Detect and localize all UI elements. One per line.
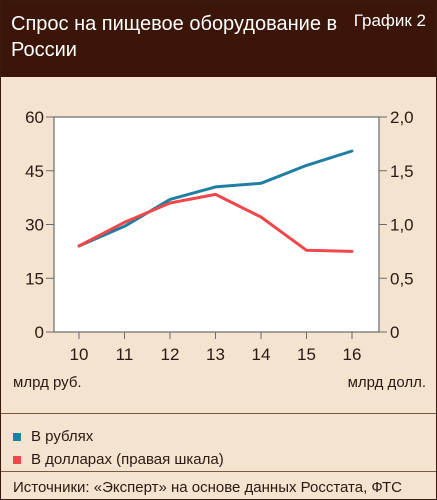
x-tick-label: 14: [252, 345, 271, 364]
legend-swatch-dollars: [13, 455, 21, 464]
right-tick-label: 0: [390, 323, 399, 342]
x-tick-label: 13: [206, 345, 225, 364]
source-text: Источники: «Эксперт» на основе данных Ро…: [13, 479, 402, 496]
right-tick-label: 1,5: [390, 162, 414, 181]
right-tick-label: 0,5: [390, 269, 414, 288]
legend-item-dollars: В долларах (правая шкала): [13, 451, 224, 468]
left-tick-label: 45: [25, 162, 44, 181]
dollars-series-line: [77, 192, 354, 253]
left-axis-unit: млрд руб.: [13, 374, 82, 391]
x-tick-label: 11: [116, 345, 134, 364]
plot-area: 0 15 30 45 60 0 0,5 1,0 1,5 2,0 10 11 12 13 14 15 16: [1, 77, 436, 412]
legend-item-rubles: В рублях: [13, 428, 93, 445]
right-tick-label: 2,0: [390, 108, 414, 127]
chart-number: График 2: [353, 11, 426, 30]
line-chart: 0 15 30 45 60 0 0,5 1,0 1,5 2,0 10 11 12 13 14 15 16: [25, 108, 414, 364]
x-tick-label: 16: [343, 345, 362, 364]
left-tick-label: 0: [35, 323, 44, 342]
legend-label-rubles: В рублях: [31, 428, 94, 445]
plot-frame: [53, 116, 380, 333]
rubles-series-line: [77, 149, 354, 248]
x-tick-label: 10: [70, 345, 89, 364]
right-tick-label: 1,0: [390, 216, 414, 235]
legend: В рублях В долларах (правая шкала): [1, 413, 436, 472]
chart-header: Спрос на пищевое оборудование в России Г…: [1, 1, 436, 77]
x-tick-label: 15: [297, 345, 316, 364]
left-tick-label: 30: [25, 216, 44, 235]
chart-title: Спрос на пищевое оборудование в России: [11, 13, 338, 61]
legend-swatch-rubles: [13, 432, 21, 441]
x-tick-label: 12: [161, 345, 180, 364]
left-tick-label: 15: [25, 269, 44, 288]
right-axis-unit: млрд долл.: [347, 374, 426, 391]
left-tick-label: 60: [25, 108, 44, 127]
legend-label-dollars: В долларах (правая шкала): [31, 451, 224, 468]
source-note: Источники: «Эксперт» на основе данных Ро…: [1, 471, 436, 500]
